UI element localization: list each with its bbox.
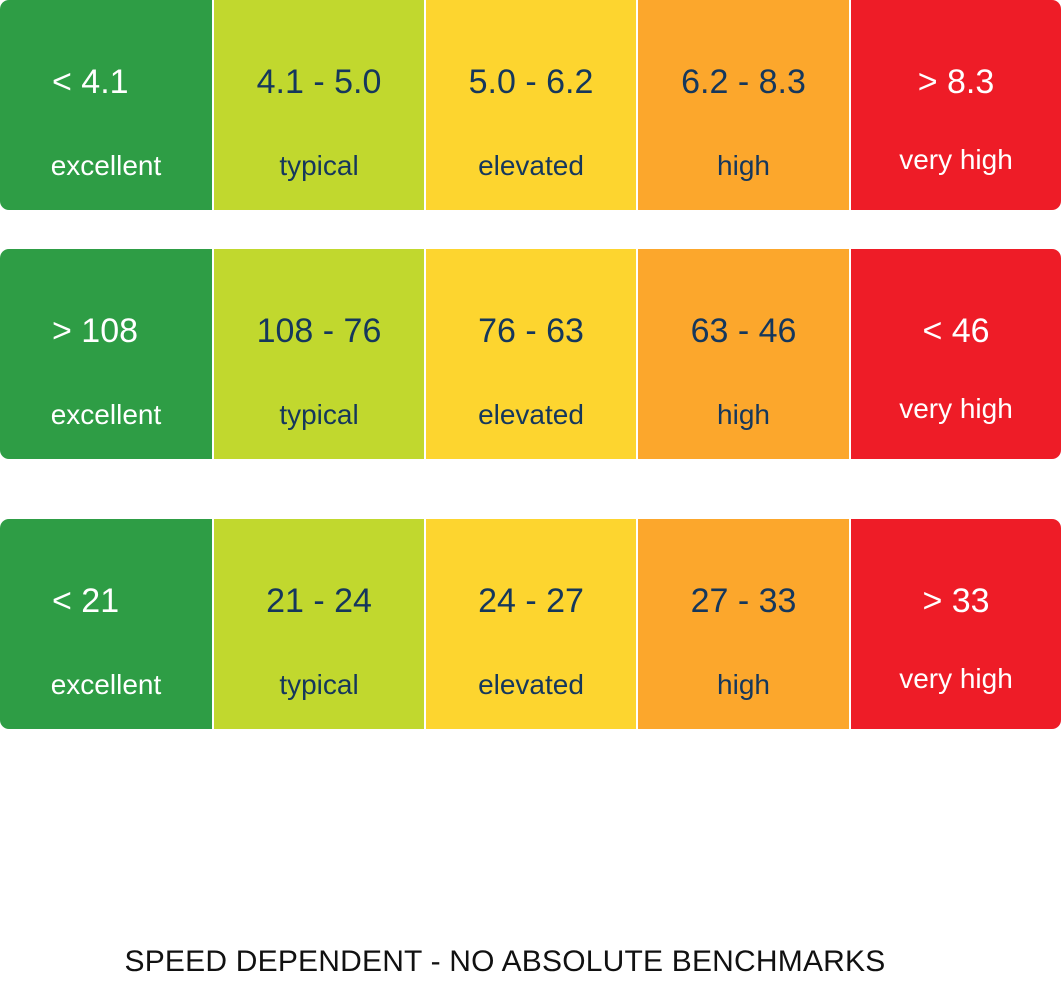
elevated-cell: 76 - 63 elevated: [424, 249, 636, 459]
very-high-cell: > 8.3 very high: [849, 0, 1061, 210]
high-cell: 6.2 - 8.3 high: [636, 0, 849, 210]
rating-label: elevated: [478, 669, 584, 700]
range-value: 27 - 33: [690, 582, 797, 620]
range-value: 63 - 46: [690, 312, 797, 350]
rating-label: elevated: [478, 150, 584, 181]
typical-cell: 108 - 76 typical: [212, 249, 424, 459]
range-value: 4.1 - 5.0: [256, 63, 382, 101]
elevated-cell: 24 - 27 elevated: [424, 519, 636, 729]
rating-scale-row-1: < 4.1 excellent 4.1 - 5.0 typical 5.0 - …: [0, 0, 1061, 210]
range-value: 21 - 24: [266, 582, 372, 620]
range-value: 5.0 - 6.2: [468, 63, 594, 101]
rating-label: very high: [899, 393, 1013, 424]
rating-label: very high: [899, 663, 1013, 694]
range-value: < 21: [52, 582, 120, 620]
rating-label: elevated: [478, 399, 584, 430]
rating-label: excellent: [50, 399, 162, 430]
range-value: < 4.1: [52, 63, 129, 101]
high-cell: 63 - 46 high: [636, 249, 849, 459]
rating-label: typical: [279, 669, 359, 700]
rating-label: very high: [899, 144, 1013, 175]
range-value: < 46: [922, 312, 990, 350]
rating-label: excellent: [50, 150, 162, 181]
excellent-cell: > 108 excellent: [0, 249, 212, 459]
excellent-cell: < 4.1 excellent: [0, 0, 212, 210]
range-value: > 8.3: [917, 63, 995, 101]
range-value: > 108: [52, 312, 139, 350]
rating-scale-row-3: < 21 excellent 21 - 24 typical 24 - 27 e…: [0, 519, 1061, 729]
range-value: 108 - 76: [256, 312, 382, 350]
typical-cell: 4.1 - 5.0 typical: [212, 0, 424, 210]
rating-label: typical: [279, 399, 359, 430]
rating-label: excellent: [50, 669, 162, 700]
very-high-cell: > 33 very high: [849, 519, 1061, 729]
range-value: 24 - 27: [478, 582, 584, 620]
range-value: 76 - 63: [478, 312, 584, 350]
typical-cell: 21 - 24 typical: [212, 519, 424, 729]
rating-label: high: [717, 150, 770, 181]
range-value: 6.2 - 8.3: [681, 63, 806, 101]
range-value: > 33: [922, 582, 990, 620]
very-high-cell: < 46 very high: [849, 249, 1061, 459]
elevated-cell: 5.0 - 6.2 elevated: [424, 0, 636, 210]
rating-label: high: [717, 399, 770, 430]
footer-note: SPEED DEPENDENT - NO ABSOLUTE BENCHMARKS: [124, 945, 886, 978]
rating-label: high: [717, 669, 770, 700]
rating-label: typical: [279, 150, 359, 181]
rating-scale-row-2: > 108 excellent 108 - 76 typical 76 - 63…: [0, 249, 1061, 459]
excellent-cell: < 21 excellent: [0, 519, 212, 729]
high-cell: 27 - 33 high: [636, 519, 849, 729]
